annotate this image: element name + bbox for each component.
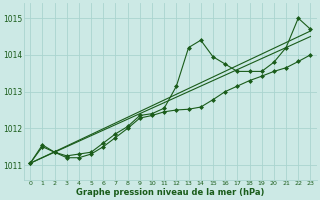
X-axis label: Graphe pression niveau de la mer (hPa): Graphe pression niveau de la mer (hPa) [76, 188, 265, 197]
